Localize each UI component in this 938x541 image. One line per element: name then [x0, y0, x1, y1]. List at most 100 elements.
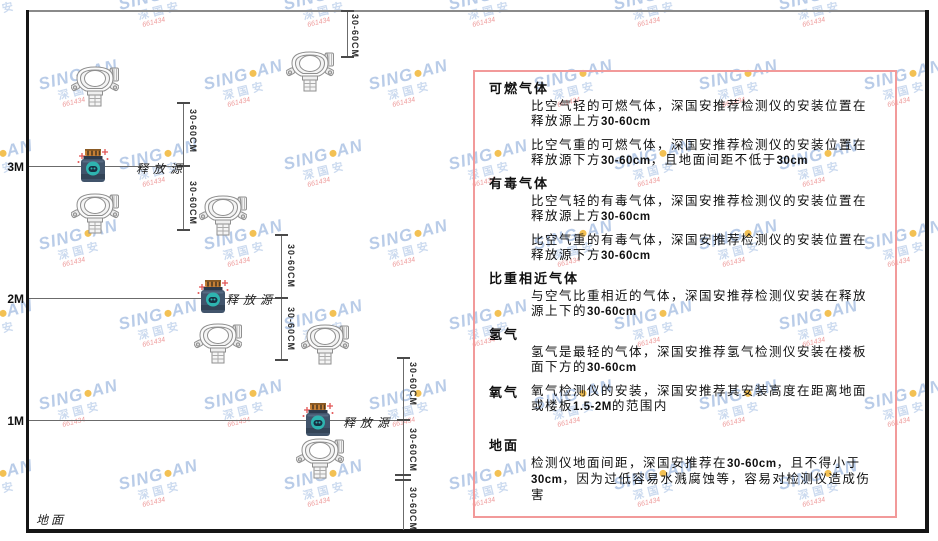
- dimension-line: [403, 358, 404, 530]
- panel-section-heading: 氧气: [489, 385, 520, 400]
- panel-paragraph: 与空气比重相近的气体，深国安推荐检测仪安装在释放源上下的30-60cm: [531, 289, 868, 318]
- watermark-code: 661434: [61, 416, 87, 429]
- dimension-label: 30-60CM: [286, 307, 296, 352]
- level-label-2m: 2M: [7, 292, 24, 306]
- watermark-code: 661434: [391, 96, 417, 109]
- level-line-3m: [29, 166, 183, 167]
- dimension-line: [347, 11, 348, 57]
- release-source-icon: [196, 278, 230, 316]
- watermark-code: 661434: [141, 496, 167, 509]
- watermark-code: 661434: [0, 327, 40, 348]
- watermark-dot-icon: [908, 389, 917, 398]
- gas-detector-icon: [286, 50, 334, 92]
- wall-line-right: [925, 10, 929, 533]
- watermark-subtext: 深国安: [221, 400, 269, 423]
- watermark-dot-icon: [248, 69, 257, 78]
- ground-label: 地面: [36, 513, 67, 527]
- dimension-tick: [275, 297, 288, 299]
- watermark-subtext: 深国安: [56, 240, 104, 263]
- watermark-subtext: 深国安: [221, 240, 269, 263]
- level-line-2m: [29, 298, 281, 299]
- watermark-subtext: 深国安: [301, 160, 349, 183]
- panel-section: 比重相近气体与空气比重相近的气体，深国安推荐检测仪安装在释放源上下的30-60c…: [489, 272, 879, 320]
- watermark-dot-icon: [908, 229, 917, 238]
- watermark-subtext: 深国安: [0, 320, 19, 343]
- watermark-code: 661434: [226, 96, 252, 109]
- watermark-dot-icon: [83, 389, 92, 398]
- dimension-label: 30-60CM: [350, 14, 360, 59]
- gas-detector-icon: [71, 192, 119, 234]
- dimension-label: 30-60CM: [188, 181, 198, 226]
- watermark-code: 661434: [0, 487, 40, 508]
- watermark-subtext: 深国安: [386, 80, 434, 103]
- level-line-1m: [29, 420, 403, 421]
- watermark-subtext: 深国安: [136, 480, 184, 503]
- watermark-dot-icon: [163, 309, 172, 318]
- wall-line-left: [26, 10, 29, 533]
- watermark-dot-icon: [328, 309, 337, 318]
- dimension-break-mark: [395, 479, 411, 481]
- panel-paragraph: 检测仪地面间距，深国安推荐在30-60cm，且不得小于30cm，因为过低容易水溅…: [531, 456, 871, 502]
- panel-paragraph: 氧气检测仪的安装，深国安推荐其安装高度在距离地面或楼板1.5-2M的范围内: [531, 384, 868, 413]
- watermark-code: 661434: [391, 256, 417, 269]
- watermark-subtext: 深国安: [0, 480, 19, 503]
- panel-paragraph: 比空气轻的可燃气体，深国安推荐检测仪的安装位置在释放源上方30-60cm: [531, 99, 868, 128]
- watermark-subtext: 深国安: [56, 400, 104, 423]
- release-source-icon: [301, 401, 335, 439]
- watermark-subtext: 深国安: [221, 80, 269, 103]
- dimension-tick: [177, 165, 190, 167]
- panel-section-heading: 可燃气体: [489, 81, 550, 96]
- panel-paragraph: 比空气重的有毒气体，深国安推荐检测仪的安装位置在释放源下方30-60cm: [531, 233, 868, 262]
- panel-paragraph: 比空气重的可燃气体，深国安推荐检测仪的安装位置在释放源下方30-60cm，且地面…: [531, 138, 868, 167]
- panel-section-heading: 氢气: [489, 327, 520, 342]
- ground-line: [27, 529, 929, 533]
- instruction-panel: 可燃气体比空气轻的可燃气体，深国安推荐检测仪的安装位置在释放源上方30-60cm…: [473, 70, 897, 518]
- watermark-dot-icon: [413, 229, 422, 238]
- release-source-label: 释放源: [343, 416, 395, 430]
- dimension-tick: [341, 56, 354, 58]
- panel-section: 氢气 氢气是最轻的气体，深国安推荐氢气检测仪安装在楼板面下方的30-60cm: [489, 328, 879, 376]
- gas-detector-icon: [71, 65, 119, 107]
- watermark-dot-icon: [908, 69, 917, 78]
- gas-detector-icon: [301, 323, 349, 365]
- release-source-icon: [76, 147, 110, 185]
- dimension-tick: [397, 357, 410, 359]
- dimension-tick: [397, 419, 410, 421]
- watermark-code: 661434: [306, 496, 332, 509]
- watermark-dot-icon: [413, 69, 422, 78]
- panel-section-heading: 比重相近气体: [489, 271, 580, 286]
- panel-section: 地面 检测仪地面间距，深国安推荐在30-60cm，且不得小于30cm，因为过低容易…: [489, 439, 879, 503]
- watermark-code: 661434: [226, 416, 252, 429]
- dimension-tick: [275, 234, 288, 236]
- watermark-code: 661434: [61, 256, 87, 269]
- ceiling-line: [27, 10, 929, 12]
- panel-section-heading: 有毒气体: [489, 176, 550, 191]
- release-source-label: 释放源: [136, 162, 188, 176]
